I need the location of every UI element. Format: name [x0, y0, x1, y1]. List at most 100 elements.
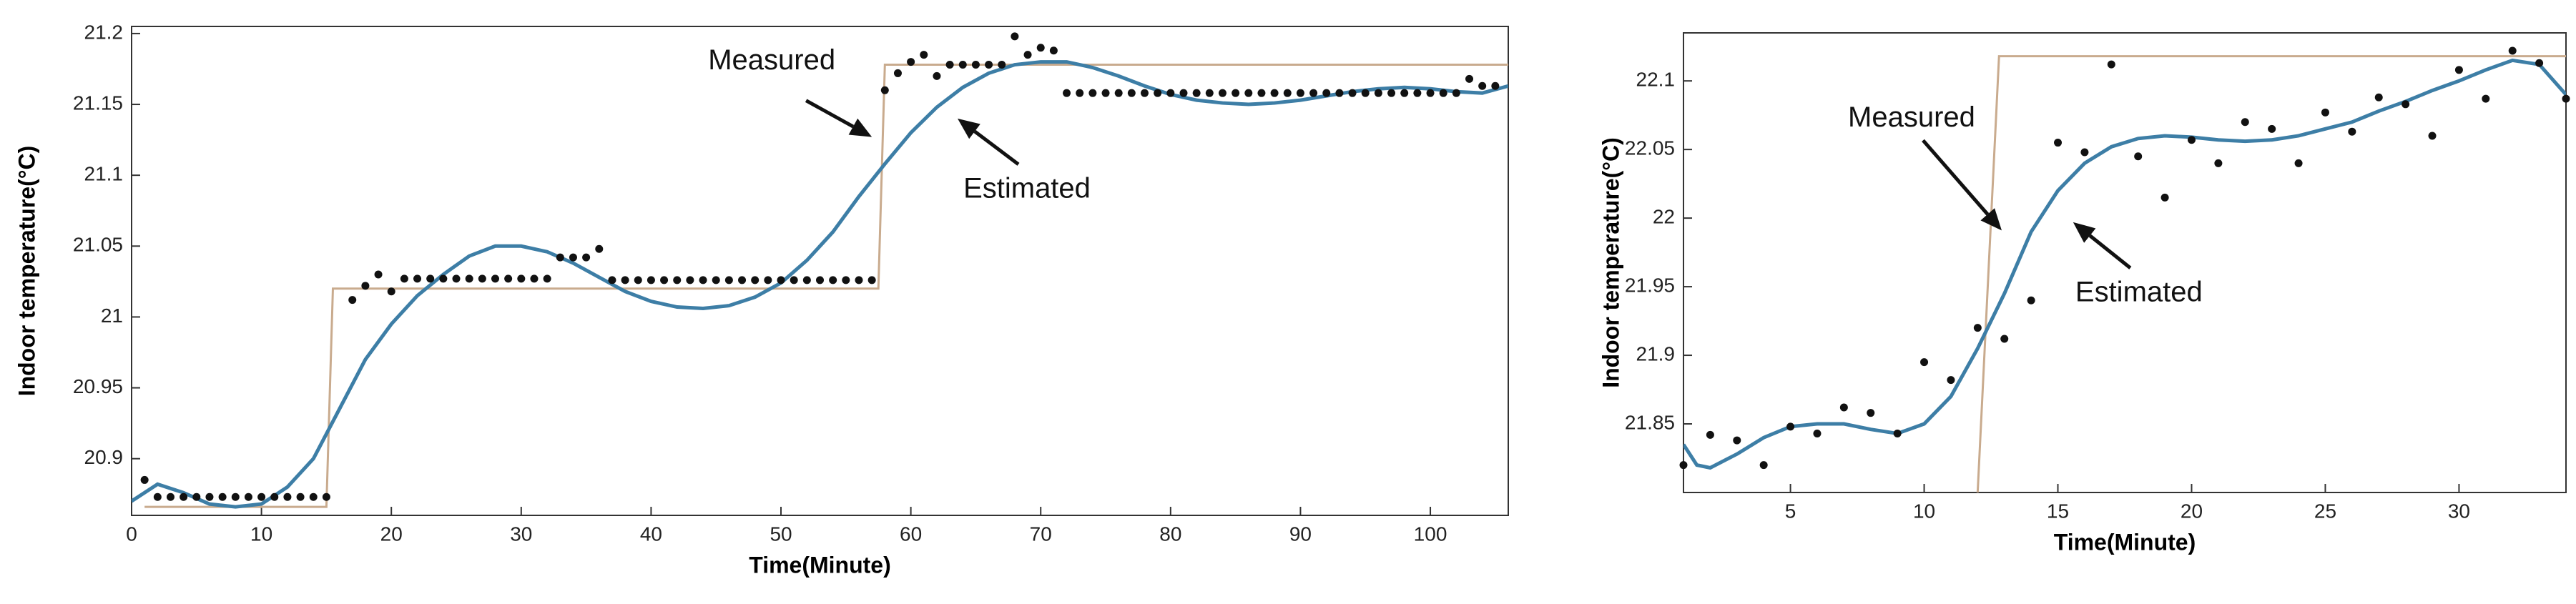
data-point [1335, 89, 1344, 97]
data-point [1049, 46, 1058, 55]
data-point [2107, 60, 2115, 69]
data-point [2080, 148, 2089, 157]
data-point [1387, 89, 1396, 97]
data-point [971, 61, 980, 69]
data-point [1439, 89, 1447, 97]
data-point [309, 492, 318, 501]
data-point [2054, 139, 2063, 147]
data-point [998, 61, 1006, 69]
data-point [1679, 461, 1688, 470]
data-point [231, 492, 240, 501]
data-point [1786, 422, 1795, 431]
data-point [2294, 159, 2303, 167]
data-point [1374, 89, 1382, 97]
data-point [945, 61, 954, 69]
data-point [2454, 66, 2463, 74]
x-tick-label: 60 [900, 523, 922, 545]
data-point [933, 71, 941, 80]
data-point [1101, 89, 1110, 97]
data-point [802, 276, 811, 284]
data-point [660, 276, 669, 284]
x-tick-label: 90 [1289, 523, 1312, 545]
curve-line [1683, 58, 2566, 470]
data-point [686, 276, 694, 284]
data-point [1232, 89, 1240, 97]
data-point [712, 276, 720, 284]
data-point [829, 276, 837, 284]
data-point [153, 492, 162, 501]
data-point [1036, 44, 1045, 52]
data-point [1465, 74, 1474, 83]
y-tick-label: 21.15 [73, 91, 123, 114]
step-line [1976, 55, 2566, 492]
data-point [180, 492, 188, 501]
x-tick-label: 0 [126, 523, 137, 545]
data-point [1452, 89, 1460, 97]
data-point [491, 274, 499, 283]
data-point [1706, 430, 1714, 439]
data-point [764, 276, 772, 284]
data-point [1011, 32, 1019, 41]
x-axis-title: Time(Minute) [749, 552, 891, 578]
annotation-label: Measured [1848, 102, 1975, 133]
data-point [1283, 89, 1292, 97]
data-point [595, 244, 604, 253]
data-point [348, 296, 357, 305]
data-point [2134, 152, 2143, 161]
data-point [1114, 89, 1123, 97]
y-tick-label: 21.9 [1636, 342, 1676, 365]
data-point [1893, 429, 1902, 437]
y-tick-label: 22 [1653, 206, 1675, 228]
arrow-head [848, 118, 872, 137]
data-point [1839, 403, 1848, 412]
data-point [1257, 89, 1266, 97]
data-point [751, 276, 759, 284]
x-tick-label: 20 [380, 523, 403, 545]
data-point [867, 276, 876, 284]
y-tick-label: 21.2 [84, 21, 124, 43]
data-point [2000, 335, 2009, 343]
data-point [1309, 89, 1318, 97]
data-point [2348, 127, 2356, 136]
data-point [855, 276, 863, 284]
x-tick-label: 10 [1913, 500, 1935, 522]
x-tick-label: 5 [1785, 500, 1796, 522]
data-point [270, 492, 279, 501]
annotation-label: Estimated [2075, 276, 2203, 307]
data-point [1218, 89, 1226, 97]
data-point [1063, 89, 1071, 97]
y-tick-label: 21.85 [1625, 411, 1675, 433]
y-tick-label: 22.1 [1636, 69, 1676, 91]
data-point [777, 276, 785, 284]
annotation-arrow [2088, 234, 2132, 269]
data-point [647, 276, 655, 284]
y-axis-title: Indoor temperature(°C) [1598, 137, 1623, 388]
data-point [1920, 358, 1929, 367]
y-tick-label: 22.05 [1625, 137, 1675, 159]
data-point [1296, 89, 1304, 97]
data-point [1759, 461, 1768, 470]
data-point [1192, 89, 1201, 97]
y-tick-label: 21.05 [73, 234, 123, 256]
data-point [2428, 132, 2437, 140]
data-point [1154, 89, 1162, 97]
data-point [2268, 124, 2276, 133]
x-tick-label: 50 [770, 523, 792, 545]
y-tick-label: 21.95 [1625, 274, 1675, 296]
annotation-label: Measured [708, 44, 835, 76]
data-point [958, 61, 967, 69]
data-point [1478, 81, 1487, 90]
x-axis-title: Time(Minute) [2054, 529, 2196, 555]
data-point [166, 492, 174, 501]
data-point [2562, 94, 2570, 103]
annotation-label: Estimated [963, 172, 1091, 204]
data-point [1947, 376, 1955, 385]
x-tick-label: 80 [1159, 523, 1181, 545]
data-point [1426, 89, 1435, 97]
data-point [1127, 89, 1136, 97]
data-point [2214, 159, 2223, 167]
data-point [439, 274, 448, 283]
data-point [257, 492, 266, 501]
data-point [556, 253, 564, 262]
